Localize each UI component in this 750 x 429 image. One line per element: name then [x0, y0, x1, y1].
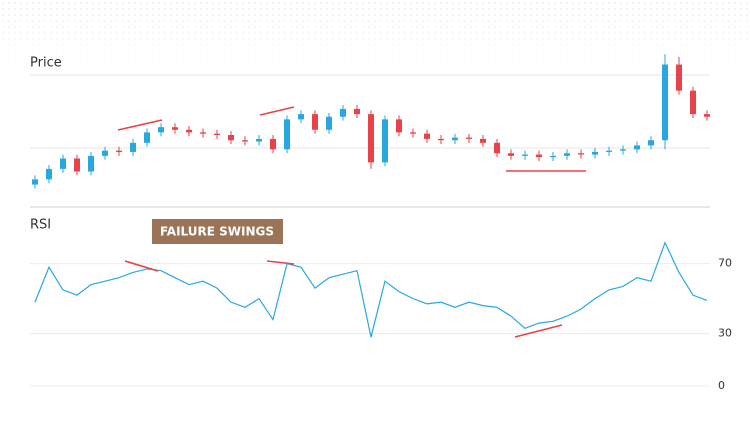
swing-line — [124, 260, 159, 272]
candle-body — [186, 129, 192, 133]
candle-body — [606, 150, 612, 152]
rsi-line — [34, 241, 708, 338]
candle-body — [648, 140, 654, 146]
candle-body — [88, 155, 94, 172]
swing-line — [266, 260, 295, 265]
rsi-title: RSI — [30, 218, 51, 233]
candle-body — [704, 114, 710, 117]
candle-body — [242, 140, 248, 142]
candle-body — [480, 138, 486, 143]
candle-body — [214, 133, 220, 135]
swing-line — [514, 324, 563, 338]
candle-body — [578, 153, 584, 155]
swing-line — [117, 119, 163, 131]
candle-body — [312, 114, 318, 130]
candle-body — [620, 149, 626, 151]
candle-body — [228, 135, 234, 141]
candle-body — [564, 153, 570, 156]
candle-body — [508, 153, 514, 156]
candle-body — [424, 133, 430, 139]
candle-body — [410, 132, 416, 134]
candle-body — [438, 138, 444, 141]
swing-line — [259, 106, 295, 116]
candle-body — [298, 114, 304, 120]
candle-body — [32, 179, 38, 185]
y-tick-label: 70 — [718, 257, 732, 270]
candle-body — [256, 138, 262, 142]
candle-body — [522, 154, 528, 156]
candle-body — [284, 119, 290, 150]
candle-body — [662, 64, 668, 141]
price-title: Price — [30, 56, 62, 71]
candle-body — [550, 155, 556, 158]
candle-body — [494, 142, 500, 154]
candle-body — [158, 127, 164, 133]
candle-body — [592, 151, 598, 155]
candle-body — [676, 64, 682, 91]
candle-body — [396, 119, 402, 133]
candle-body — [340, 108, 346, 117]
y-tick-label: 30 — [718, 327, 732, 340]
candle-body — [74, 158, 80, 172]
candle-body — [634, 145, 640, 150]
candle-body — [130, 142, 136, 152]
candle-body — [46, 168, 52, 180]
candle-body — [102, 150, 108, 156]
annotation-text: FAILURE SWINGS — [160, 225, 274, 239]
candle-body — [200, 132, 206, 134]
candle-body — [144, 132, 150, 143]
candle-body — [116, 150, 122, 152]
candle-body — [452, 137, 458, 141]
candle-body — [270, 138, 276, 150]
candle-body — [466, 137, 472, 139]
candle-body — [354, 108, 360, 115]
background-fade — [0, 0, 750, 70]
failure-swing-lines — [117, 106, 586, 338]
y-tick-label: 0 — [718, 379, 725, 392]
annotation-badge — [152, 219, 283, 244]
candle-body — [536, 154, 542, 158]
candle-body — [60, 158, 66, 169]
candle-body — [690, 90, 696, 115]
candle-body — [368, 114, 374, 163]
candle-body — [382, 119, 388, 163]
candle-body — [326, 116, 332, 130]
candle-body — [172, 127, 178, 130]
